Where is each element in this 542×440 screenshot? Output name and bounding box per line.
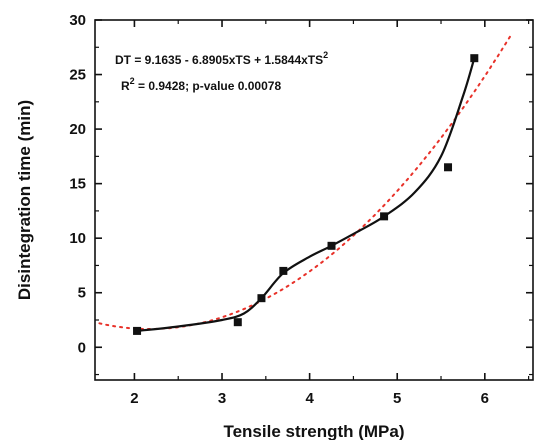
curve-layer [136,57,476,332]
y-tick-label: 20 [69,121,86,138]
r-squared-annotation: R2 = 0.9428; p-value 0.00078 [121,76,281,93]
y-tick-label: 10 [69,230,86,247]
points-layer [133,54,479,335]
x-tick-label: 4 [305,390,314,407]
smooth-curve [136,57,476,332]
y-tick-label: 15 [69,176,86,193]
y-axis-title: Disintegration time (min) [15,100,34,300]
data-point [279,266,288,275]
data-point [380,212,389,221]
data-point [327,241,336,250]
x-tick-label: 3 [218,390,226,407]
x-axis-title: Tensile strength (MPa) [223,422,404,440]
y-axis: 0 5 10 15 20 25 30 [69,12,533,376]
plot-frame [94,19,534,381]
data-point [257,294,266,303]
data-point [444,163,453,172]
x-axis: 2 3 4 5 6 [130,20,530,407]
x-tick-label: 5 [393,390,401,407]
data-point [233,318,242,327]
data-point [470,54,479,63]
data-point [133,326,142,335]
y-tick-label: 5 [78,285,86,302]
y-tick-label: 0 [78,339,86,356]
y-tick-label: 30 [69,12,86,29]
x-tick-label: 2 [130,390,138,407]
equation-annotation: DT = 9.1635 - 6.8905xTS + 1.5844xTS2 [115,50,328,67]
x-tick-label: 6 [481,390,489,407]
y-tick-label: 25 [69,67,86,84]
